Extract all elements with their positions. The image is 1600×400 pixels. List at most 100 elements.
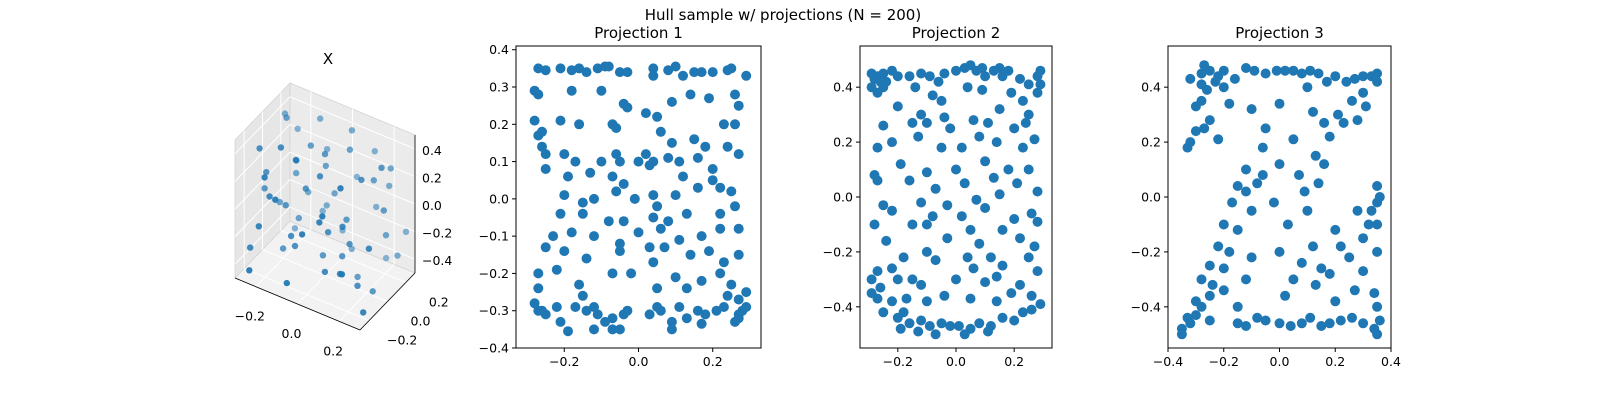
projection-title: Projection 2 [912,24,1000,42]
data-point [652,283,663,294]
data-point [1029,134,1040,145]
data-point [1302,205,1313,216]
data-point-3d [343,216,350,223]
data-point [1288,65,1299,76]
data-point [1232,224,1243,235]
data-point [951,65,961,76]
y-tick-label: 0.0 [833,190,853,205]
data-point-3d [321,150,329,158]
data-point [921,117,932,128]
data-point [648,190,659,201]
data-point [1288,134,1299,145]
data-point [1232,181,1243,191]
data-point-3d [316,219,323,226]
data-point-3d [316,173,324,180]
data-point [1349,285,1360,296]
data-point-3d [339,223,346,230]
data-point-3d [371,148,378,155]
data-point [622,67,633,78]
data-point [959,329,970,340]
data-point-3d [246,267,253,274]
y-tick-label: 0.0 [489,191,509,206]
y-tick-label: −0.2 [823,244,853,259]
data-point [577,197,588,208]
data-point [622,102,633,113]
data-point [1363,219,1374,230]
data-point [607,268,618,279]
data-point [1190,310,1201,321]
x-tick-label: 0.0 [946,354,966,369]
x-tick-label: −0.2 [883,354,913,369]
data-point [1218,285,1229,296]
data-point [1319,117,1330,128]
y-tick-label: −0.1 [479,229,509,244]
data-point-3d [338,271,346,278]
data-point [997,224,1008,235]
data-point [1207,279,1218,290]
data-point [1372,246,1383,257]
data-point [913,131,924,142]
data-point [980,71,991,82]
data-point [603,61,614,72]
data-point [1252,312,1263,323]
data-point [942,233,953,244]
data-point-3d [354,273,361,281]
data-point [689,134,700,145]
data-point [581,305,592,316]
data-point [1204,65,1215,76]
data-point [540,65,551,76]
data-point-3d [255,223,262,230]
y-tick-label: 0.4 [833,80,853,95]
data-point [878,68,889,79]
data-point [678,171,688,182]
panel-projection-3: Projection 3 −0.4 −0.2 0.0 0.2 0.4 −0.4 −0.2 0.0… [1131,24,1401,369]
data-point [1296,68,1307,79]
data-point [1257,142,1268,153]
data-point [733,294,744,305]
data-point [533,89,544,100]
data-point-3d [277,144,285,151]
panel-3d-title: X [323,50,333,68]
data-point [913,326,924,337]
data-point [1274,246,1285,257]
data-point [991,271,1002,282]
data-point [930,183,941,194]
data-point [655,223,666,234]
y-tick-label: −0.2 [1131,244,1161,259]
grid-line [243,268,370,321]
data-point-3d [319,252,327,259]
data-point [1213,241,1224,252]
data-point [614,324,625,335]
data-point [1252,178,1263,189]
data-point-3d [283,114,290,121]
x-axis-line [234,277,361,331]
data-point-3d [261,174,268,181]
data-point [563,326,573,337]
data-point [1372,301,1383,312]
data-point-3d [378,164,385,171]
data-point [555,115,566,126]
data-point [618,179,629,189]
data-point [1241,63,1251,73]
data-point [1023,164,1034,175]
data-point-3d [317,115,324,122]
data-point [533,268,544,279]
data-point [1257,170,1268,180]
y-tick-label: 0.2 [1141,135,1161,150]
data-point [1224,246,1235,257]
data-point [659,242,670,253]
data-point [956,211,967,222]
data-point [875,76,886,87]
data-point [951,274,961,285]
data-point [555,208,566,219]
data-point [1218,219,1229,230]
data-point [741,302,752,312]
data-point-3d [346,146,354,153]
data-point [574,119,585,130]
data-point [537,126,547,137]
data-point [994,104,1005,115]
grid-line [262,249,388,302]
data-point [648,70,659,81]
data-point-3d [339,253,346,260]
data-point [715,182,726,193]
